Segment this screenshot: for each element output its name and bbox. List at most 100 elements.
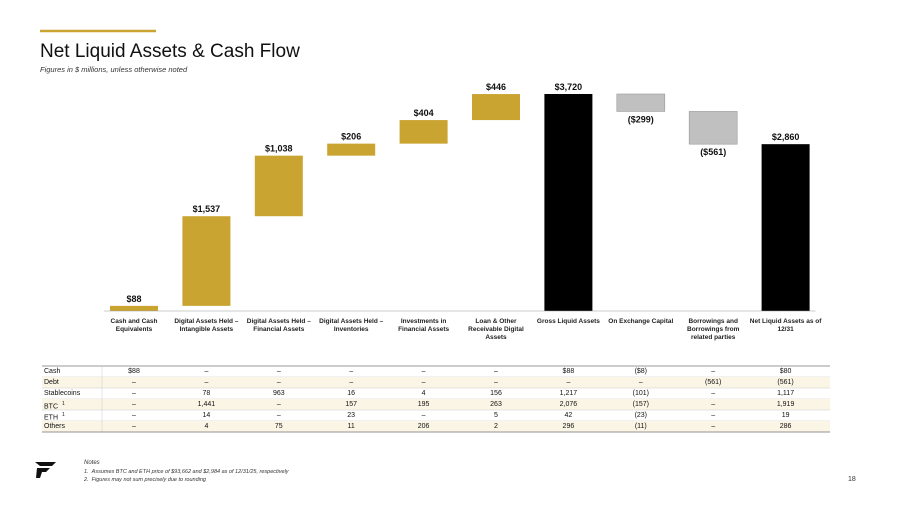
table-cell: – bbox=[132, 390, 136, 397]
table-cell: 16 bbox=[347, 390, 356, 397]
bar bbox=[472, 94, 520, 121]
table-cell: 78 bbox=[202, 390, 211, 397]
x-tick-label: Cash and Cash Equivalents bbox=[110, 318, 158, 333]
x-tick-label: On Exchange Capital bbox=[608, 318, 674, 325]
value-label: $1,537 bbox=[193, 204, 221, 214]
table-cell: – bbox=[349, 379, 354, 386]
x-tick-label: Borrowings and Borrowings from related p… bbox=[687, 318, 740, 341]
table-cell: – bbox=[349, 368, 354, 375]
row-label: ETH bbox=[44, 414, 58, 422]
row-shade bbox=[42, 421, 830, 432]
table-cell: 4 bbox=[421, 390, 426, 397]
subtitle: Figures in $ millions, unless otherwise … bbox=[40, 65, 188, 74]
footnote-ref: 1 bbox=[62, 401, 65, 407]
bar bbox=[182, 216, 231, 306]
table-cell: – bbox=[132, 401, 136, 408]
bar bbox=[616, 93, 666, 112]
table-cell: 11 bbox=[347, 423, 355, 430]
table-cell: 1,217 bbox=[559, 390, 578, 397]
table-cell: 263 bbox=[490, 401, 502, 408]
bar bbox=[327, 143, 376, 156]
row-label-group: ETH 1 bbox=[44, 410, 65, 423]
title: Net Liquid Assets & Cash Flow bbox=[40, 41, 300, 62]
value-label: $88 bbox=[126, 294, 141, 304]
table-cell: – bbox=[421, 368, 426, 375]
table-cell: 19 bbox=[781, 412, 790, 419]
table-cell: – bbox=[204, 368, 209, 375]
table-cell: 157 bbox=[345, 401, 358, 408]
value-label: $404 bbox=[414, 108, 434, 118]
table-cell: – bbox=[638, 379, 643, 386]
bar bbox=[544, 94, 593, 311]
table-cell: $88 bbox=[562, 368, 575, 375]
table-cell: 14 bbox=[202, 412, 211, 419]
bar bbox=[688, 111, 738, 145]
table-cell: 286 bbox=[779, 423, 792, 430]
note-text: Assumes BTC and ETH price of $93,662 and… bbox=[91, 469, 289, 475]
value-label: $446 bbox=[486, 82, 506, 92]
note: 2. Figures may not sum precisely due to … bbox=[84, 476, 289, 484]
table-cell: 1,919 bbox=[776, 401, 795, 408]
footnote-ref: 1 bbox=[62, 412, 65, 418]
x-tick-label: Digital Assets Held – Inventories bbox=[319, 318, 384, 333]
x-tick-label: Loan & Other Receivable Digital Assets bbox=[468, 318, 524, 341]
row-shade bbox=[42, 399, 830, 410]
logo bbox=[35, 462, 56, 478]
table-cell: 4 bbox=[204, 423, 209, 430]
bar bbox=[254, 155, 303, 217]
row-label-group: BTC 1 bbox=[44, 399, 65, 412]
table-cell: 5 bbox=[494, 412, 498, 419]
table-cell: – bbox=[276, 379, 281, 386]
x-tick-label: Digital Assets Held – Financial Assets bbox=[246, 318, 311, 333]
table-cell: – bbox=[711, 368, 716, 375]
row-label: Others bbox=[44, 423, 66, 430]
table-cell: – bbox=[494, 379, 498, 386]
value-label: ($561) bbox=[700, 147, 726, 157]
note-num: 2. bbox=[84, 477, 89, 483]
note-num: 1. bbox=[84, 469, 89, 475]
table-cell: – bbox=[494, 368, 498, 375]
table-cell: (561) bbox=[705, 379, 722, 386]
note: 1. Assumes BTC and ETH price of $93,662 … bbox=[84, 468, 289, 476]
table-cell: 296 bbox=[562, 423, 575, 430]
table-cell: 963 bbox=[272, 390, 285, 397]
value-label: $206 bbox=[341, 132, 361, 142]
table-cell: (101) bbox=[632, 390, 649, 397]
table-cell: $80 bbox=[779, 368, 792, 375]
table-cell: – bbox=[132, 379, 136, 386]
table-cell: – bbox=[711, 423, 716, 430]
table-cell: 42 bbox=[564, 412, 573, 419]
table-cell: 1,117 bbox=[777, 390, 795, 397]
table-cell: (23) bbox=[634, 412, 648, 419]
table-cell: $88 bbox=[128, 368, 140, 375]
value-label: ($299) bbox=[628, 114, 654, 124]
notes: 1. Assumes BTC and ETH price of $93,662 … bbox=[84, 468, 289, 484]
x-tick-label: Net Liquid Assets as of 12/31 bbox=[749, 318, 822, 333]
note-text: Figures may not sum precisely due to rou… bbox=[91, 477, 206, 483]
value-label: $3,720 bbox=[555, 82, 583, 92]
row-shade bbox=[42, 377, 830, 388]
table-cell: 2,076 bbox=[559, 401, 578, 408]
value-label: $1,038 bbox=[265, 144, 293, 154]
row-label: Debt bbox=[44, 379, 59, 386]
table-cell: 195 bbox=[417, 401, 430, 408]
table-cell: – bbox=[421, 379, 426, 386]
x-tick-label: Gross Liquid Assets bbox=[536, 318, 600, 325]
row-label: Cash bbox=[44, 368, 61, 375]
table-cell: – bbox=[276, 401, 281, 408]
table-cell: – bbox=[132, 423, 136, 430]
bar bbox=[761, 144, 810, 311]
table-cell: ($8) bbox=[634, 368, 648, 375]
table-cell: (561) bbox=[777, 379, 794, 386]
table-cell: – bbox=[711, 401, 716, 408]
table-cell: – bbox=[276, 368, 281, 375]
table-cell: (11) bbox=[634, 423, 647, 430]
bar bbox=[399, 120, 448, 144]
table-cell: 206 bbox=[417, 423, 430, 430]
table-cell: 156 bbox=[490, 390, 502, 397]
table-cell: – bbox=[276, 412, 281, 419]
table-cell: 75 bbox=[274, 423, 283, 430]
bar bbox=[110, 305, 158, 311]
